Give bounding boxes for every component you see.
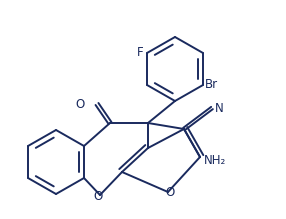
Text: NH₂: NH₂ (204, 154, 226, 166)
Text: N: N (215, 101, 224, 115)
Text: O: O (165, 187, 175, 200)
Text: O: O (76, 97, 85, 111)
Text: O: O (93, 189, 103, 203)
Text: Br: Br (205, 78, 218, 92)
Text: F: F (137, 46, 144, 58)
